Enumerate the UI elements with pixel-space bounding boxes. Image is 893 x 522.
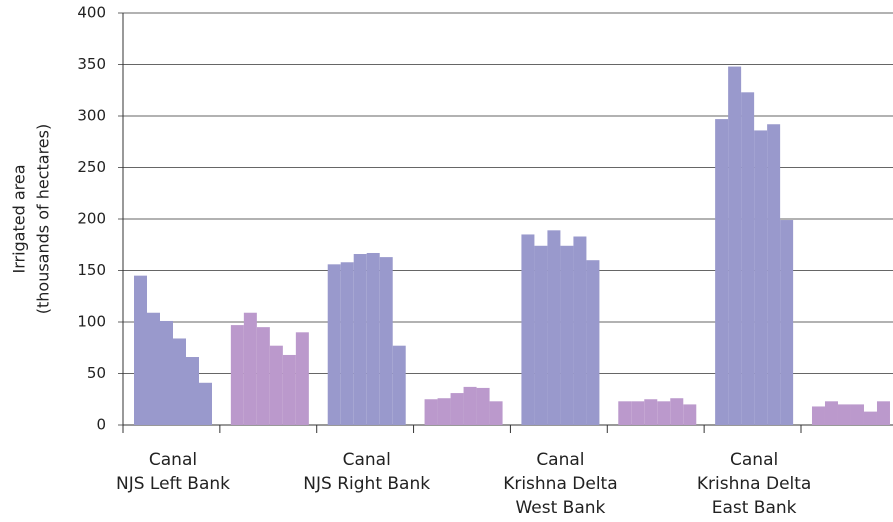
bar bbox=[295, 332, 309, 425]
bar bbox=[618, 401, 632, 425]
bar bbox=[728, 66, 742, 425]
bar bbox=[437, 398, 451, 425]
x-tick-label: Canal bbox=[730, 450, 778, 470]
y-axis-title: Irrigated area (thousands of hectares) bbox=[10, 124, 53, 314]
y-tick-label: 350 bbox=[77, 55, 106, 73]
bar bbox=[547, 230, 561, 425]
bar bbox=[256, 327, 270, 425]
bar bbox=[489, 401, 503, 425]
y-tick-label: 250 bbox=[77, 158, 106, 176]
bar bbox=[767, 124, 781, 426]
bar bbox=[450, 393, 464, 425]
x-tick-label: Canal bbox=[149, 450, 197, 470]
bar bbox=[476, 387, 490, 425]
x-tick-label: NJS Right Bank bbox=[303, 474, 430, 494]
y-tick-label: 0 bbox=[96, 416, 106, 434]
bar bbox=[715, 119, 729, 425]
bar bbox=[824, 401, 838, 425]
bar bbox=[837, 404, 851, 425]
bar bbox=[424, 399, 438, 425]
bar bbox=[586, 260, 600, 425]
bar bbox=[160, 320, 173, 425]
x-tick-label: East Bank bbox=[712, 498, 797, 518]
bar bbox=[811, 406, 825, 425]
y-tick-label: 100 bbox=[77, 313, 106, 331]
bar bbox=[269, 345, 283, 425]
bar bbox=[379, 257, 393, 425]
bar bbox=[463, 386, 477, 425]
x-tick-label: Krishna Delta bbox=[503, 474, 617, 494]
bar bbox=[644, 399, 658, 425]
bar bbox=[199, 382, 212, 425]
bar bbox=[327, 264, 341, 425]
bar bbox=[186, 357, 199, 425]
bar bbox=[876, 401, 890, 425]
bar bbox=[780, 220, 794, 425]
bar bbox=[741, 92, 755, 425]
bar bbox=[230, 325, 244, 425]
y-axis-title-line: Irrigated area bbox=[10, 164, 29, 273]
x-tick-label: West Bank bbox=[515, 498, 605, 518]
bar bbox=[560, 245, 574, 425]
bar bbox=[863, 411, 877, 425]
bar bbox=[173, 338, 186, 425]
x-tick-label: Canal bbox=[536, 450, 584, 470]
bar bbox=[670, 398, 684, 425]
bar bbox=[392, 345, 406, 425]
bar bbox=[657, 401, 671, 425]
bar bbox=[850, 404, 864, 425]
bar bbox=[282, 354, 296, 425]
bar bbox=[243, 312, 257, 425]
bar bbox=[147, 312, 160, 425]
bar bbox=[521, 234, 535, 425]
y-tick-label: 50 bbox=[87, 364, 106, 382]
bar bbox=[631, 401, 645, 425]
bar bbox=[534, 245, 548, 425]
bar bbox=[353, 254, 367, 425]
y-tick-label: 150 bbox=[77, 261, 106, 279]
bar bbox=[573, 236, 587, 425]
bar bbox=[134, 275, 147, 425]
y-axis-title-line: (thousands of hectares) bbox=[34, 124, 53, 314]
y-tick-label: 400 bbox=[77, 4, 106, 22]
bar bbox=[683, 404, 697, 425]
x-tick-label: NJS Left Bank bbox=[116, 474, 230, 494]
bar bbox=[366, 252, 380, 425]
bar bbox=[340, 262, 354, 425]
x-tick-label: Krishna Delta bbox=[697, 474, 811, 494]
x-tick-label: Canal bbox=[343, 450, 391, 470]
y-tick-label: 200 bbox=[77, 210, 106, 228]
y-tick-label: 300 bbox=[77, 107, 106, 125]
bar bbox=[754, 130, 768, 426]
